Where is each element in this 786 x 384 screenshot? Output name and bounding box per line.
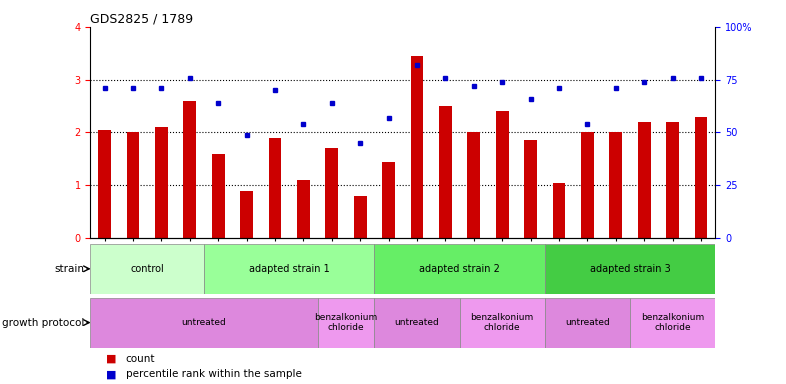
Bar <box>374 298 460 348</box>
Bar <box>318 298 374 348</box>
Bar <box>98 130 111 238</box>
Bar <box>297 180 310 238</box>
Text: untreated: untreated <box>182 318 226 327</box>
Bar <box>545 298 630 348</box>
Text: count: count <box>126 354 156 364</box>
Bar <box>410 56 424 238</box>
Bar <box>524 141 537 238</box>
Bar <box>667 122 679 238</box>
Bar <box>496 111 509 238</box>
Bar <box>269 138 281 238</box>
Bar <box>183 101 196 238</box>
Text: adapted strain 1: adapted strain 1 <box>249 264 329 274</box>
Text: ■: ■ <box>106 354 116 364</box>
Text: ■: ■ <box>106 369 116 379</box>
Bar <box>90 244 204 294</box>
Bar <box>581 132 594 238</box>
Bar <box>204 244 374 294</box>
Bar <box>211 154 225 238</box>
Bar <box>630 298 715 348</box>
Text: adapted strain 3: adapted strain 3 <box>590 264 670 274</box>
Bar <box>90 298 318 348</box>
Text: untreated: untreated <box>395 318 439 327</box>
Text: untreated: untreated <box>565 318 610 327</box>
Bar <box>439 106 452 238</box>
Bar <box>127 132 139 238</box>
Bar <box>374 244 545 294</box>
Bar <box>354 196 366 238</box>
Bar <box>460 298 545 348</box>
Bar <box>695 117 707 238</box>
Text: growth protocol: growth protocol <box>2 318 84 328</box>
Text: benzalkonium
chloride: benzalkonium chloride <box>471 313 534 332</box>
Text: strain: strain <box>54 264 84 274</box>
Bar <box>155 127 167 238</box>
Bar <box>241 190 253 238</box>
Text: adapted strain 2: adapted strain 2 <box>419 264 500 274</box>
Bar <box>609 132 623 238</box>
Bar <box>325 148 338 238</box>
Bar <box>638 122 651 238</box>
Text: percentile rank within the sample: percentile rank within the sample <box>126 369 302 379</box>
Bar <box>468 132 480 238</box>
Text: benzalkonium
chloride: benzalkonium chloride <box>641 313 704 332</box>
Bar <box>382 162 395 238</box>
Bar <box>553 183 565 238</box>
Text: GDS2825 / 1789: GDS2825 / 1789 <box>90 13 193 26</box>
Text: control: control <box>130 264 164 274</box>
Bar <box>545 244 715 294</box>
Text: benzalkonium
chloride: benzalkonium chloride <box>314 313 377 332</box>
